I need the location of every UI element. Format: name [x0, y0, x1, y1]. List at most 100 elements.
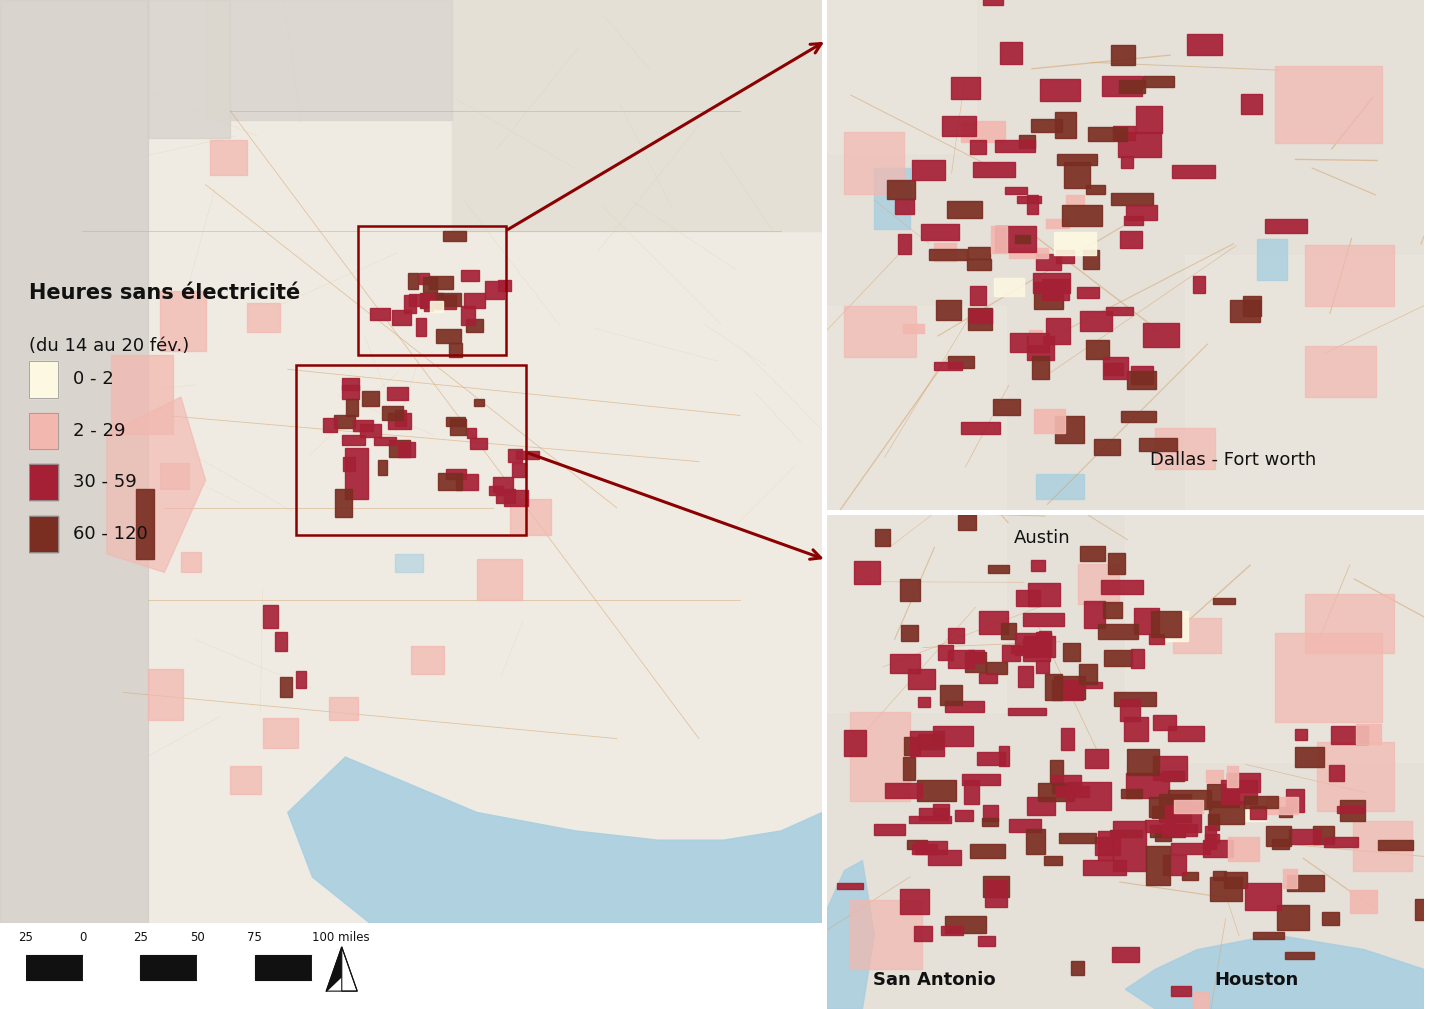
Bar [1127, 749, 1158, 775]
Bar [463, 294, 485, 308]
Bar [1104, 651, 1133, 666]
Bar [1114, 692, 1155, 706]
Bar [1054, 232, 1095, 255]
Bar [1160, 794, 1191, 822]
Bar [945, 916, 987, 933]
Bar [462, 270, 479, 281]
Bar [296, 671, 306, 688]
Bar [1243, 297, 1261, 317]
Bar [1153, 757, 1187, 780]
Bar [987, 662, 1007, 674]
Bar [29, 413, 59, 449]
Bar [1124, 717, 1148, 741]
Bar [970, 310, 991, 323]
Bar [1000, 41, 1022, 65]
Bar [389, 440, 410, 456]
Bar [1040, 80, 1080, 101]
Bar [408, 273, 418, 290]
Polygon shape [107, 397, 206, 572]
Bar [899, 579, 919, 600]
Text: 100 miles: 100 miles [312, 931, 369, 944]
Text: Austin: Austin [1014, 530, 1070, 548]
Bar [1203, 839, 1234, 857]
Bar [1031, 119, 1062, 132]
Bar [1288, 829, 1321, 845]
Bar [388, 387, 408, 400]
Bar [844, 730, 865, 757]
Bar [1246, 883, 1281, 910]
Bar [827, 306, 1005, 510]
Bar [1080, 546, 1105, 561]
Bar [493, 477, 513, 492]
Bar [505, 489, 528, 506]
Bar [1317, 742, 1394, 811]
Bar [1055, 417, 1084, 443]
Bar [977, 752, 1005, 765]
Text: 50: 50 [190, 931, 204, 944]
Bar [29, 361, 59, 398]
Bar [1034, 410, 1065, 433]
Bar [468, 428, 476, 438]
Bar [978, 935, 995, 946]
Bar [918, 735, 944, 750]
Bar [1138, 438, 1177, 451]
Bar [1024, 612, 1064, 627]
Bar [1032, 356, 1050, 379]
Text: 0 - 2: 0 - 2 [73, 370, 113, 388]
Bar [476, 559, 522, 600]
Bar [1027, 195, 1038, 214]
Bar [1150, 634, 1164, 644]
Bar [1018, 666, 1034, 687]
Bar [1114, 821, 1147, 871]
Bar [1011, 333, 1050, 352]
Bar [984, 0, 1002, 5]
Bar [968, 308, 991, 330]
Bar [1085, 340, 1108, 359]
Bar [995, 226, 1035, 252]
Bar [1185, 255, 1424, 510]
Bar [948, 651, 974, 668]
Bar [1077, 287, 1100, 298]
Bar [416, 318, 426, 336]
Bar [498, 281, 511, 292]
Bar [1104, 601, 1121, 618]
Bar [994, 277, 1024, 296]
Bar [1062, 643, 1081, 662]
Bar [874, 824, 905, 835]
Bar [827, 0, 975, 153]
Bar [930, 249, 967, 260]
Bar [443, 231, 466, 241]
Bar [1040, 631, 1051, 639]
Bar [1353, 821, 1413, 871]
Bar [1064, 162, 1090, 189]
Bar [1143, 323, 1180, 347]
Bar [435, 295, 456, 309]
Bar [838, 883, 862, 889]
Bar [955, 810, 974, 820]
Bar [446, 417, 465, 427]
Bar [1340, 800, 1364, 820]
Bar [509, 498, 551, 536]
Bar [1045, 674, 1062, 700]
Bar [136, 489, 154, 559]
Bar [1135, 107, 1163, 133]
Bar [827, 515, 1005, 712]
Bar [932, 726, 972, 746]
Bar [961, 121, 1005, 142]
Bar [907, 839, 927, 849]
Bar [1050, 761, 1062, 783]
Bar [112, 355, 173, 434]
Bar [1277, 905, 1310, 929]
Bar [968, 651, 984, 663]
Bar [1416, 899, 1429, 920]
Bar [1168, 790, 1211, 809]
Bar [942, 116, 975, 136]
Polygon shape [326, 947, 342, 991]
Bar [255, 956, 312, 980]
Bar [984, 805, 998, 821]
Bar [1254, 931, 1284, 939]
Bar [140, 956, 197, 980]
Bar [1001, 623, 1017, 639]
Bar [1084, 682, 1103, 688]
Bar [921, 224, 960, 240]
